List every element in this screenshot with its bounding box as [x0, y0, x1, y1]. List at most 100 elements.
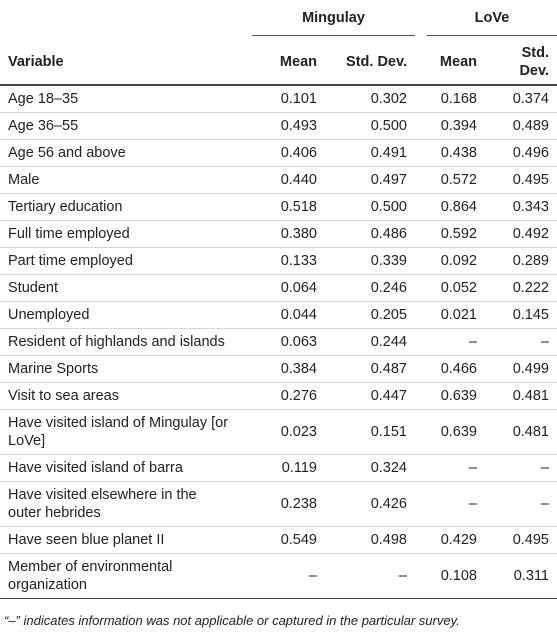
value-cell: 0.406: [240, 139, 325, 167]
table-row: Member of environmental organization – –0.…: [0, 553, 557, 599]
value-cell: 0.374: [485, 85, 557, 113]
value-cell: 0.246: [325, 274, 415, 302]
value-cell: –: [415, 454, 485, 482]
table-row: Resident of highlands and islands 0.063 0.…: [0, 328, 557, 356]
value-cell: 0.168: [415, 85, 485, 113]
value-cell: 0.495: [485, 526, 557, 554]
variable-cell: Part time employed: [0, 247, 240, 275]
table-row: Have visited elsewhere in the outer hebr…: [0, 481, 557, 527]
variable-cell: Have visited elsewhere in the outer hebr…: [0, 481, 240, 527]
variable-cell: Have seen blue planet II: [0, 526, 240, 554]
value-cell: 0.101: [240, 85, 325, 113]
value-cell: 0.380: [240, 220, 325, 248]
value-cell: 0.486: [325, 220, 415, 248]
variable-cell: Member of environmental organization: [0, 553, 240, 599]
value-cell: 0.222: [485, 274, 557, 302]
value-cell: 0.481: [485, 382, 557, 410]
value-cell: –: [240, 553, 325, 599]
value-cell: 0.447: [325, 382, 415, 410]
table-row: Have seen blue planet II 0.549 0.498 0.429 0…: [0, 526, 557, 554]
value-cell: 0.639: [415, 409, 485, 455]
value-cell: 0.496: [485, 139, 557, 167]
value-cell: 0.498: [325, 526, 415, 554]
group-header: LoVe: [415, 0, 557, 40]
value-cell: 0.549: [240, 526, 325, 554]
value-cell: 0.487: [325, 355, 415, 383]
value-cell: 0.244: [325, 328, 415, 356]
variable-cell: Unemployed: [0, 301, 240, 329]
value-cell: 0.466: [415, 355, 485, 383]
value-cell: 0.324: [325, 454, 415, 482]
value-cell: 0.492: [485, 220, 557, 248]
value-cell: 0.021: [415, 301, 485, 329]
value-cell: 0.133: [240, 247, 325, 275]
group-header: Mingulay: [240, 0, 415, 40]
table-row: Tertiary education 0.518 0.500 0.864 0.343: [0, 193, 557, 221]
table-row: Student 0.064 0.246 0.052 0.222: [0, 274, 557, 302]
value-cell: 0.238: [240, 481, 325, 527]
variable-cell: Age 18–35: [0, 85, 240, 113]
value-cell: 0.108: [415, 553, 485, 599]
table-row: Age 36–55 0.493 0.500 0.394 0.489: [0, 112, 557, 140]
table-row: Part time employed 0.133 0.339 0.092 0.289: [0, 247, 557, 275]
variable-cell: Resident of highlands and islands: [0, 328, 240, 356]
value-cell: 0.438: [415, 139, 485, 167]
column-header: Variable: [0, 40, 240, 86]
value-cell: –: [415, 481, 485, 527]
value-cell: 0.518: [240, 193, 325, 221]
value-cell: 0.497: [325, 166, 415, 194]
value-cell: 0.064: [240, 274, 325, 302]
value-cell: –: [485, 454, 557, 482]
value-cell: 0.311: [485, 553, 557, 599]
value-cell: 0.491: [325, 139, 415, 167]
value-cell: 0.205: [325, 301, 415, 329]
value-cell: 0.493: [240, 112, 325, 140]
value-cell: 0.495: [485, 166, 557, 194]
value-cell: 0.429: [415, 526, 485, 554]
group-label: LoVe: [427, 9, 557, 36]
group-label: Mingulay: [252, 9, 415, 36]
value-cell: 0.426: [325, 481, 415, 527]
value-cell: 0.394: [415, 112, 485, 140]
variable-cell: Visit to sea areas: [0, 382, 240, 410]
variable-cell: Male: [0, 166, 240, 194]
value-cell: 0.500: [325, 112, 415, 140]
variable-cell: Have visited island of Mingulay [or LoVe…: [0, 409, 240, 455]
value-cell: 0.119: [240, 454, 325, 482]
table-row: Age 56 and above 0.406 0.491 0.438 0.496: [0, 139, 557, 167]
value-cell: –: [485, 328, 557, 356]
value-cell: –: [415, 328, 485, 356]
variable-cell: Age 36–55: [0, 112, 240, 140]
footnote: “–” indicates information was not applic…: [4, 613, 460, 628]
group-header-row: Mingulay LoVe: [0, 0, 557, 40]
value-cell: 0.092: [415, 247, 485, 275]
value-cell: –: [325, 553, 415, 599]
value-cell: 0.023: [240, 409, 325, 455]
value-cell: 0.289: [485, 247, 557, 275]
value-cell: 0.302: [325, 85, 415, 113]
table-row: Male 0.440 0.497 0.572 0.495: [0, 166, 557, 194]
value-cell: 0.044: [240, 301, 325, 329]
variable-cell: Have visited island of barra: [0, 454, 240, 482]
value-cell: 0.489: [485, 112, 557, 140]
table-row: Have visited island of barra 0.119 0.324– –: [0, 454, 557, 482]
value-cell: 0.145: [485, 301, 557, 329]
column-header: Std. Dev.: [325, 40, 415, 86]
variable-cell: Age 56 and above: [0, 139, 240, 167]
table-row: Age 18–35 0.101 0.302 0.168 0.374: [0, 85, 557, 113]
table-row: Marine Sports 0.384 0.487 0.466 0.499: [0, 355, 557, 383]
column-header: Mean: [240, 40, 325, 86]
table-row: Full time employed 0.380 0.486 0.592 0.492: [0, 220, 557, 248]
column-header-row: Variable Mean Std. Dev. Mean Std. Dev.: [0, 40, 557, 86]
value-cell: 0.343: [485, 193, 557, 221]
value-cell: –: [485, 481, 557, 527]
value-cell: 0.151: [325, 409, 415, 455]
value-cell: 0.500: [325, 193, 415, 221]
table-row: Visit to sea areas 0.276 0.447 0.639 0.481: [0, 382, 557, 410]
variable-cell: Marine Sports: [0, 355, 240, 383]
data-table: Mingulay LoVe Variable Mean Std. Dev. Mean S…: [0, 0, 557, 599]
column-header: Mean: [415, 40, 485, 86]
value-cell: 0.499: [485, 355, 557, 383]
value-cell: 0.276: [240, 382, 325, 410]
value-cell: 0.384: [240, 355, 325, 383]
